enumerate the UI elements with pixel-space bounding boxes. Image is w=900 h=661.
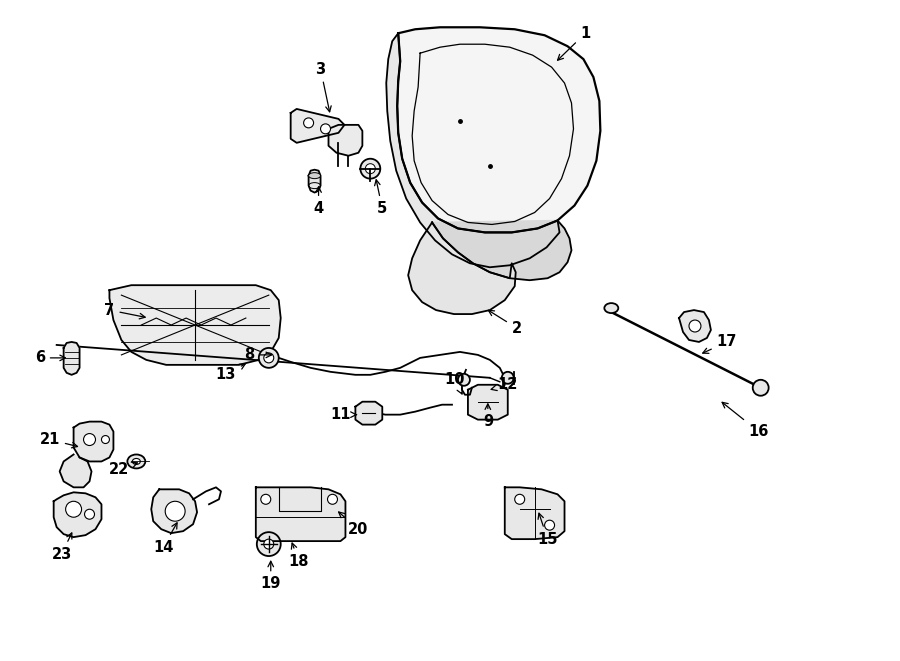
Circle shape [320,124,330,134]
Text: 21: 21 [40,432,77,448]
Text: 19: 19 [261,561,281,592]
Text: 22: 22 [109,462,138,477]
Polygon shape [151,489,197,533]
Polygon shape [291,109,345,143]
Polygon shape [74,422,113,461]
Polygon shape [468,385,508,420]
Circle shape [66,501,82,517]
Text: 11: 11 [330,407,356,422]
Text: 20: 20 [338,512,369,537]
Text: 16: 16 [722,403,769,439]
Polygon shape [505,487,564,539]
Circle shape [264,353,274,363]
Ellipse shape [604,303,618,313]
Circle shape [689,320,701,332]
Polygon shape [397,27,600,233]
Ellipse shape [309,173,320,178]
Text: 12: 12 [491,377,518,392]
Polygon shape [432,221,572,280]
Circle shape [502,372,514,384]
Text: 2: 2 [489,310,522,336]
Circle shape [264,539,274,549]
Text: 4: 4 [313,187,324,216]
Text: 6: 6 [35,350,66,366]
Text: 23: 23 [51,533,72,562]
Text: 3: 3 [316,61,331,112]
Circle shape [458,374,470,386]
Circle shape [256,532,281,556]
Circle shape [303,118,313,128]
Circle shape [544,520,554,530]
Text: 8: 8 [244,348,272,362]
Ellipse shape [128,455,145,469]
Ellipse shape [360,159,381,178]
Text: 1: 1 [558,26,590,60]
Text: 5: 5 [374,180,387,216]
Circle shape [166,501,185,521]
Text: 7: 7 [104,303,145,319]
Polygon shape [409,223,516,314]
Circle shape [102,436,110,444]
Circle shape [328,494,338,504]
Text: 18: 18 [288,543,309,568]
Text: 10: 10 [445,372,465,394]
Text: 9: 9 [482,404,493,429]
Polygon shape [64,342,79,375]
Text: 17: 17 [703,334,737,354]
Circle shape [84,434,95,446]
Polygon shape [256,487,346,541]
Polygon shape [679,310,711,342]
Polygon shape [386,33,560,267]
Circle shape [259,348,279,368]
Polygon shape [328,125,363,156]
Text: 14: 14 [153,523,177,555]
Polygon shape [59,455,92,487]
Ellipse shape [365,164,375,174]
Text: 15: 15 [537,513,558,547]
Ellipse shape [132,459,140,465]
Polygon shape [54,492,102,537]
Polygon shape [356,402,382,424]
Circle shape [85,509,94,519]
Text: 13: 13 [216,364,245,382]
Circle shape [261,494,271,504]
Polygon shape [110,285,281,365]
Circle shape [752,380,769,396]
Circle shape [515,494,525,504]
Polygon shape [309,170,320,192]
